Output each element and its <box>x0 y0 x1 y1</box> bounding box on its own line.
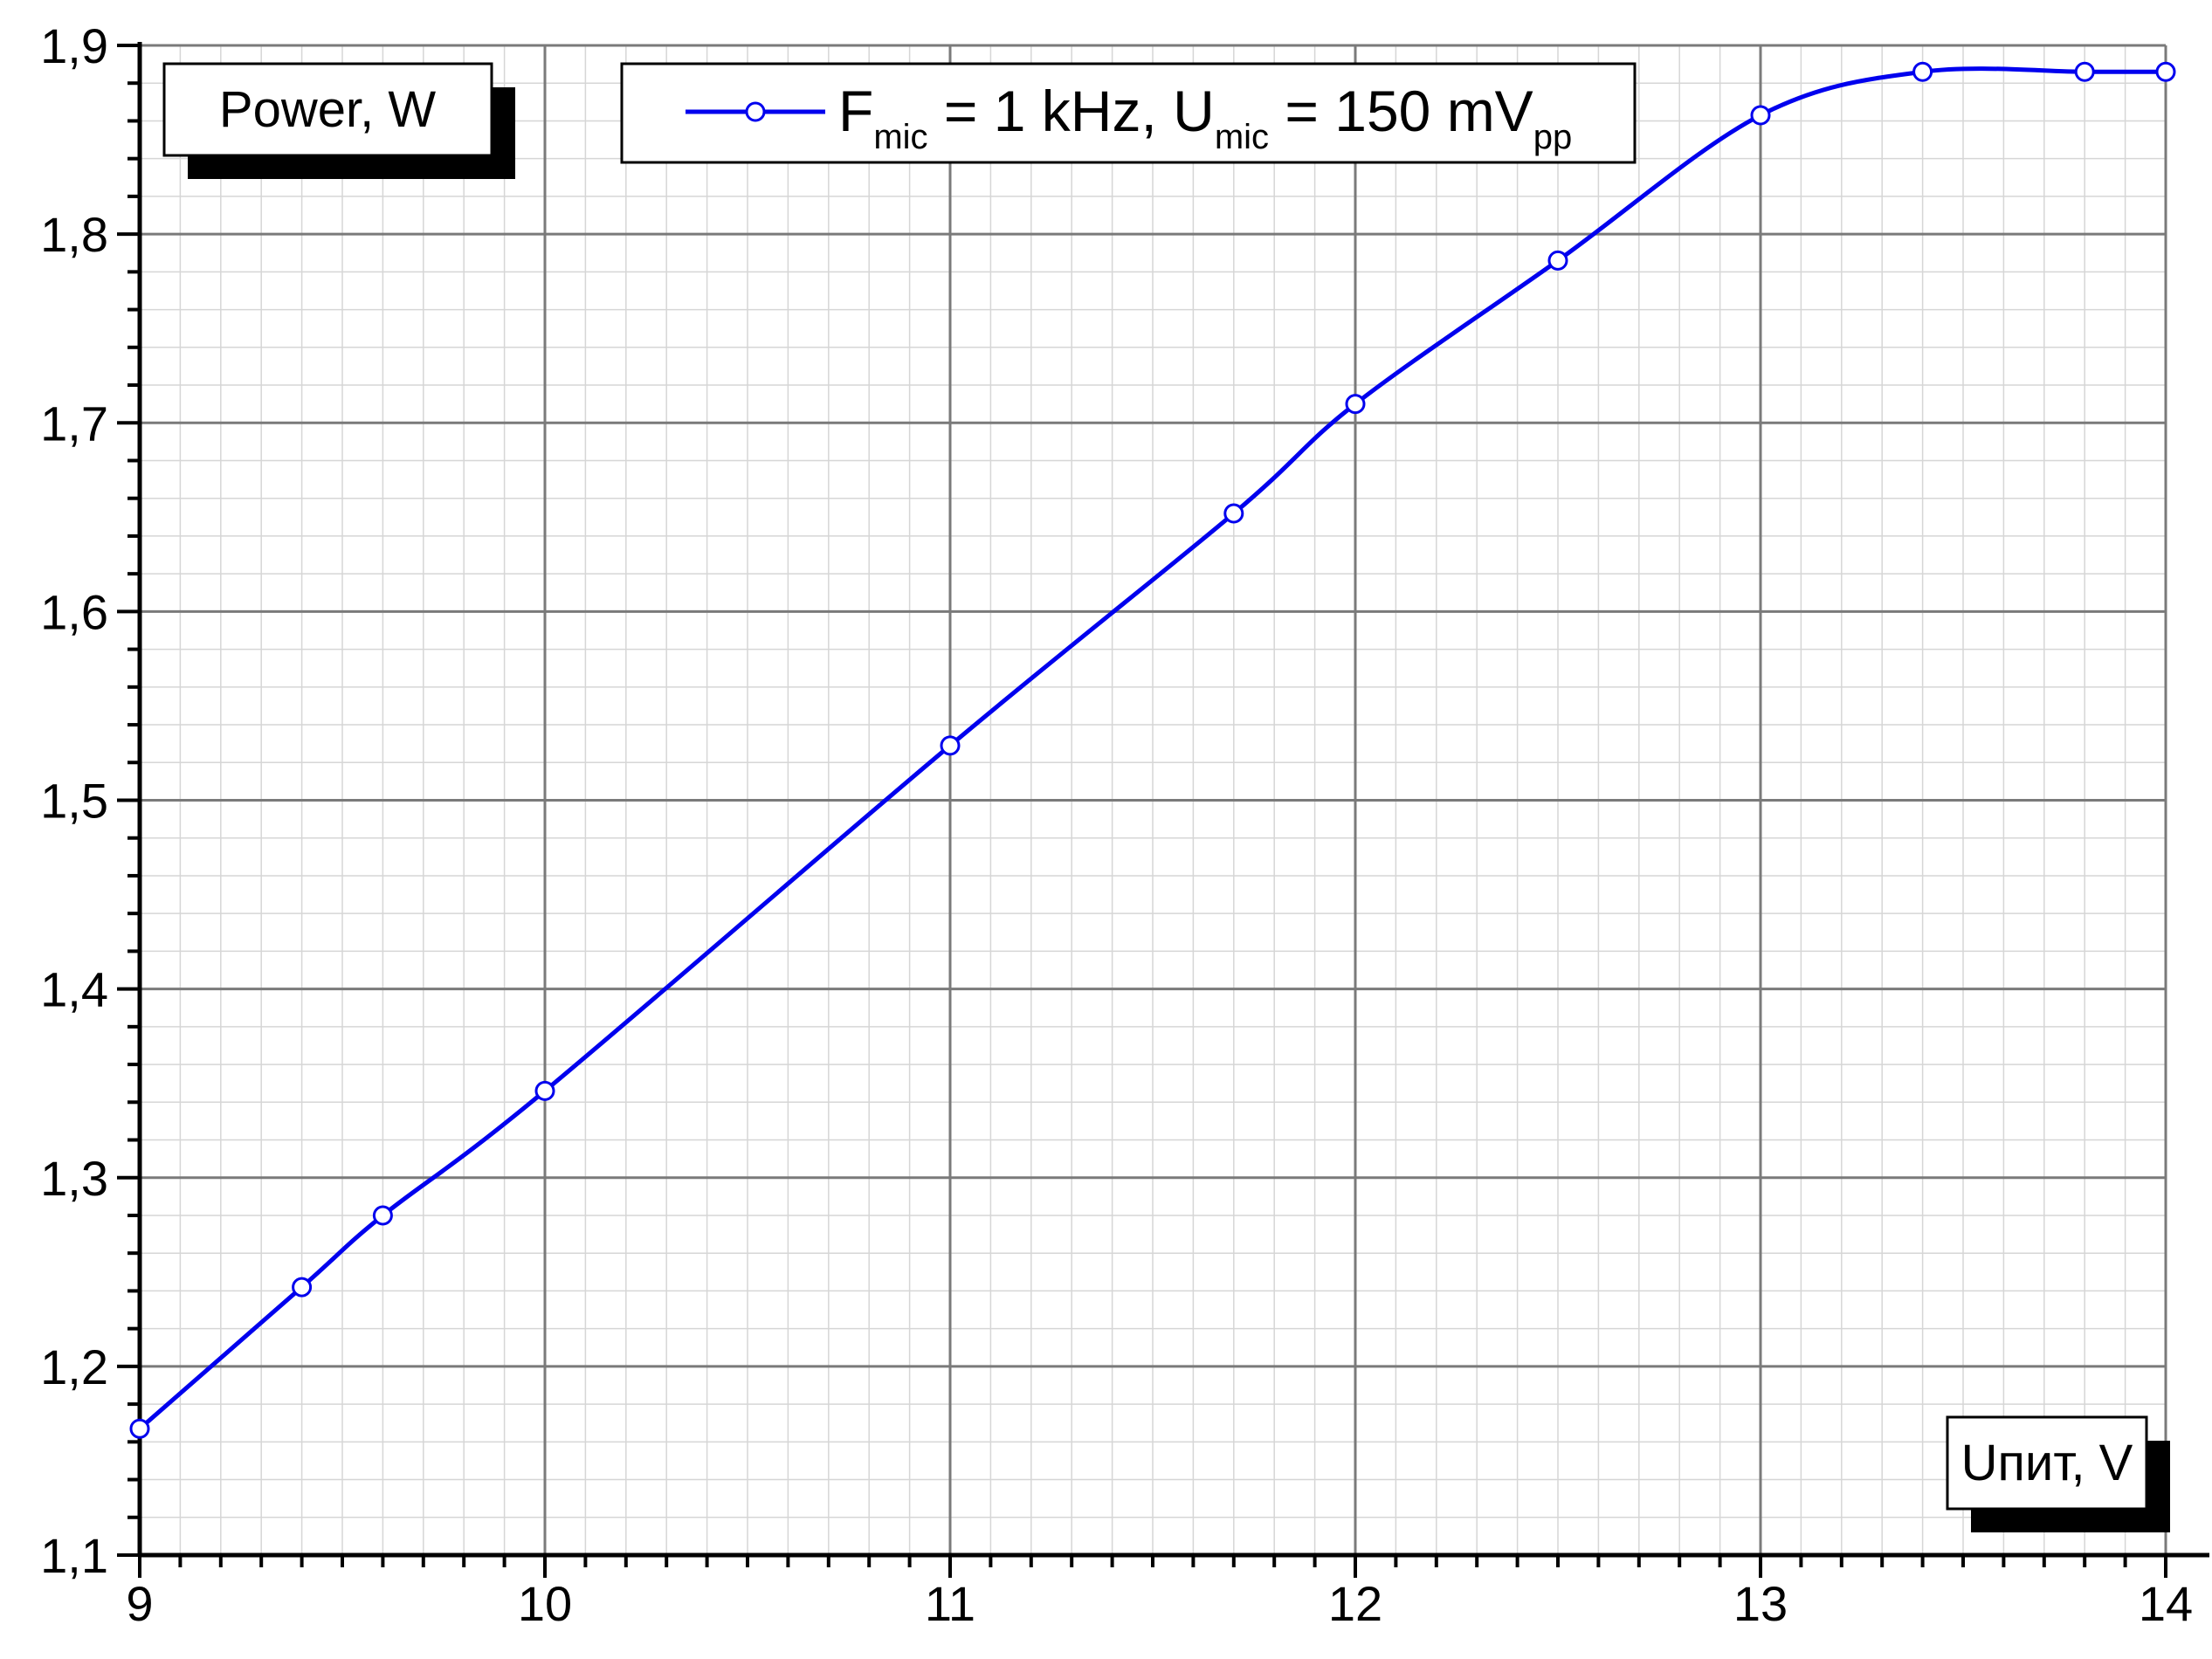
x-tick-label: 11 <box>925 1576 975 1631</box>
data-point-marker <box>2074 61 2095 82</box>
y-tick-label: 1,3 <box>40 1151 108 1206</box>
y-tick-label: 1,2 <box>40 1339 108 1394</box>
data-point-marker <box>2155 61 2176 82</box>
x-tick-label: 13 <box>1733 1576 1788 1631</box>
data-point-marker <box>1223 503 1244 524</box>
y-tick-label: 1,9 <box>40 18 108 73</box>
x-axis-label-frame <box>1946 1415 2148 1511</box>
data-point-marker <box>1912 61 1933 82</box>
y-axis-label-box: Power, W <box>162 62 515 179</box>
x-tick-label: 9 <box>126 1576 153 1631</box>
y-tick-label: 1,4 <box>40 962 108 1017</box>
data-point-marker <box>940 735 961 756</box>
data-point-marker <box>1547 250 1568 271</box>
x-tick-label: 10 <box>518 1576 572 1631</box>
x-tick-label: 12 <box>1328 1576 1382 1631</box>
y-tick-label: 1,7 <box>40 396 108 451</box>
y-tick-label: 1,5 <box>40 774 108 829</box>
data-point-marker <box>372 1205 393 1226</box>
data-point-marker <box>1345 394 1366 415</box>
data-point-marker <box>129 1418 150 1439</box>
legend: Fmic = 1 kHz, Umic = 150 mVpp <box>620 62 1637 164</box>
y-axis-label: Power, W <box>219 81 436 138</box>
legend-entry: Fmic = 1 kHz, Umic = 150 mVpp <box>838 79 1572 156</box>
tick-labels: 9 10 11 12 13 14 1,1 1,2 1,3 1,4 1,5 1,6 1,7 1,8 1,9 <box>40 18 2193 1631</box>
series-layer <box>129 61 2176 1439</box>
x-axis-label: Uпит, V <box>1961 1435 2133 1491</box>
x-axis-label-box: Uпит, V <box>1946 1415 2170 1532</box>
data-point-marker <box>534 1080 555 1101</box>
y-tick-label: 1,8 <box>40 207 108 262</box>
x-tick-label: 14 <box>2139 1576 2193 1631</box>
axis-ticks <box>117 44 2167 1578</box>
y-tick-label: 1,6 <box>40 584 108 639</box>
data-point-marker <box>292 1277 313 1298</box>
legend-marker-sample <box>745 101 766 122</box>
y-tick-label: 1,1 <box>40 1528 108 1583</box>
y-axis-label-frame <box>162 62 493 157</box>
data-point-marker <box>1750 105 1771 126</box>
